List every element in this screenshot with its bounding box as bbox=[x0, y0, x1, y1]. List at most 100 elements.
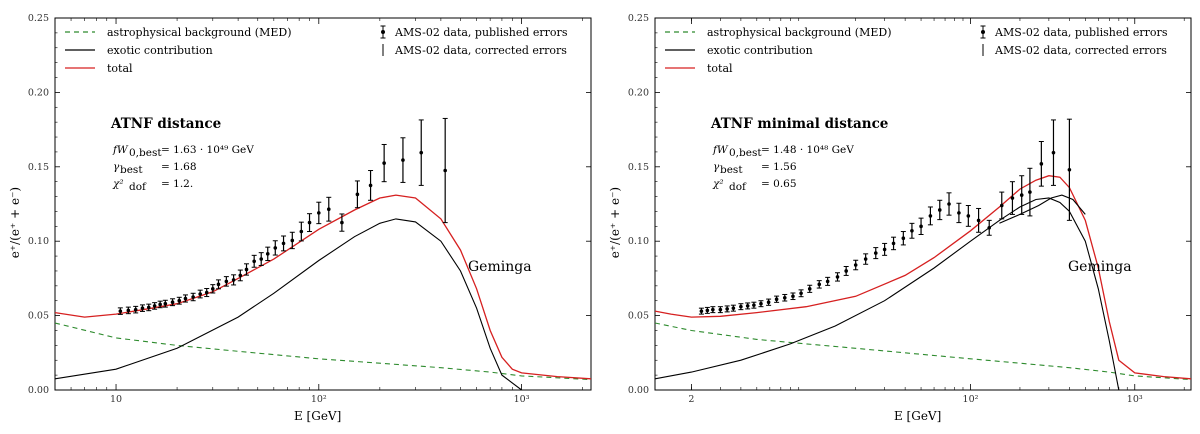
x-tick-label: 10² bbox=[311, 394, 327, 405]
data-point bbox=[216, 282, 221, 287]
data-point bbox=[238, 273, 243, 278]
data-point bbox=[382, 161, 386, 165]
x-tick-label: 10² bbox=[963, 394, 979, 405]
data-point bbox=[158, 302, 162, 307]
data-point bbox=[443, 168, 447, 173]
data-point bbox=[252, 259, 256, 264]
param-value: = 1.68 bbox=[161, 161, 197, 173]
data-point bbox=[966, 214, 971, 218]
data-point bbox=[307, 220, 312, 225]
series-line-astrophysical bbox=[55, 322, 591, 381]
y-tick-label: 0.20 bbox=[628, 87, 649, 98]
param-value: = 1.2. bbox=[161, 178, 193, 190]
data-point bbox=[807, 287, 812, 291]
annotation-title: ATNF minimal distance bbox=[710, 116, 888, 132]
param-symbol: χ² bbox=[712, 178, 724, 190]
data-point bbox=[140, 306, 145, 310]
data-point bbox=[782, 295, 787, 300]
series-line-astrophysical bbox=[655, 322, 1191, 381]
data-point bbox=[170, 300, 175, 305]
legend-label: AMS-02 data, corrected errors bbox=[394, 44, 567, 57]
data-point bbox=[873, 251, 878, 255]
data-point bbox=[705, 308, 710, 313]
param-subscript: dof bbox=[129, 181, 147, 193]
data-point bbox=[791, 294, 795, 299]
plot-frame bbox=[654, 17, 1192, 391]
data-point bbox=[210, 287, 215, 291]
data-point bbox=[739, 304, 743, 309]
annotation-title: ATNF distance bbox=[110, 116, 221, 132]
legend: astrophysical background (MED) exotic con… bbox=[65, 25, 568, 75]
data-point bbox=[774, 297, 779, 302]
param-value: = 1.56 bbox=[761, 161, 797, 173]
data-point bbox=[231, 278, 236, 282]
param-symbol: fW bbox=[712, 144, 729, 156]
data-point bbox=[244, 267, 249, 272]
y-tick-label: 0.15 bbox=[628, 162, 649, 173]
data-point bbox=[204, 290, 209, 295]
data-point bbox=[910, 228, 914, 233]
data-point bbox=[731, 306, 736, 310]
data-point bbox=[1039, 162, 1044, 166]
data-point bbox=[163, 301, 168, 306]
param-symbol: γ bbox=[713, 161, 720, 173]
legend-label: total bbox=[107, 62, 133, 75]
param-subscript: 0,best bbox=[129, 147, 162, 159]
data-point bbox=[745, 304, 750, 308]
data-point bbox=[259, 257, 264, 261]
data-point bbox=[401, 158, 405, 162]
y-axis-label: e⁺/(e⁺ + e⁻) bbox=[608, 187, 622, 258]
data-point bbox=[299, 229, 304, 234]
y-tick-label: 0.10 bbox=[628, 236, 649, 247]
data-point bbox=[863, 257, 868, 261]
data-point bbox=[177, 298, 182, 303]
data-point bbox=[152, 304, 157, 308]
data-point bbox=[368, 183, 373, 188]
data-point bbox=[198, 292, 202, 296]
data-point bbox=[1010, 196, 1015, 200]
param-symbol: γ bbox=[113, 161, 120, 173]
data-point bbox=[976, 218, 981, 223]
data-point bbox=[882, 247, 887, 252]
param-subscript: 0,best bbox=[729, 147, 762, 159]
y-tick-label: 0.00 bbox=[628, 385, 649, 396]
legend-point bbox=[981, 30, 985, 34]
param-symbol: fW bbox=[112, 144, 129, 156]
plot-area bbox=[55, 117, 591, 390]
param-subscript: dof bbox=[729, 181, 747, 193]
fit-annotation: ATNF minimal distance fW 0,best = 1.48 · 10… bbox=[710, 116, 888, 193]
data-point bbox=[317, 211, 321, 215]
y-tick-label: 0.10 bbox=[28, 236, 49, 247]
data-point bbox=[759, 301, 763, 306]
x-tick-label: 2 bbox=[688, 394, 694, 405]
data-point bbox=[835, 275, 840, 279]
plot-frame bbox=[54, 17, 592, 391]
data-point bbox=[901, 236, 906, 241]
series-line-exotic bbox=[55, 218, 522, 390]
data-point bbox=[273, 246, 278, 250]
x-tick-label: 10³ bbox=[514, 394, 530, 405]
y-tick-label: 0.25 bbox=[628, 13, 649, 24]
fit-annotation: ATNF distance fW 0,best = 1.63 · 10⁴⁹ GeV γ b… bbox=[110, 116, 254, 193]
y-axis-label: e⁺/(e⁺ + e⁻) bbox=[8, 187, 22, 258]
legend-point bbox=[381, 30, 385, 34]
legend-label: exotic contribution bbox=[707, 44, 813, 57]
data-point bbox=[191, 295, 195, 299]
y-tick-label: 0.20 bbox=[28, 87, 49, 98]
legend-label: exotic contribution bbox=[107, 44, 213, 57]
series-line-total bbox=[655, 175, 1191, 380]
data-point bbox=[891, 241, 896, 246]
y-tick-label: 0.15 bbox=[28, 162, 49, 173]
x-tick-label: 10³ bbox=[1127, 394, 1143, 405]
legend-label: AMS-02 data, corrected errors bbox=[994, 44, 1167, 57]
legend: astrophysical background (MED) exotic con… bbox=[665, 25, 1168, 75]
chart-panel-left: 0.00 0.05 0.10 0.15 0.20 0.25 10 10² 10³ E [GeV] e… bbox=[8, 13, 592, 423]
x-axis-label: E [GeV] bbox=[894, 409, 941, 423]
data-point bbox=[957, 211, 961, 215]
data-point bbox=[987, 226, 992, 230]
series-line-exotic bbox=[655, 197, 1120, 390]
data-point bbox=[1067, 167, 1072, 172]
data-point bbox=[355, 192, 360, 197]
param-value: = 0.65 bbox=[761, 178, 797, 190]
data-point bbox=[1028, 190, 1032, 194]
